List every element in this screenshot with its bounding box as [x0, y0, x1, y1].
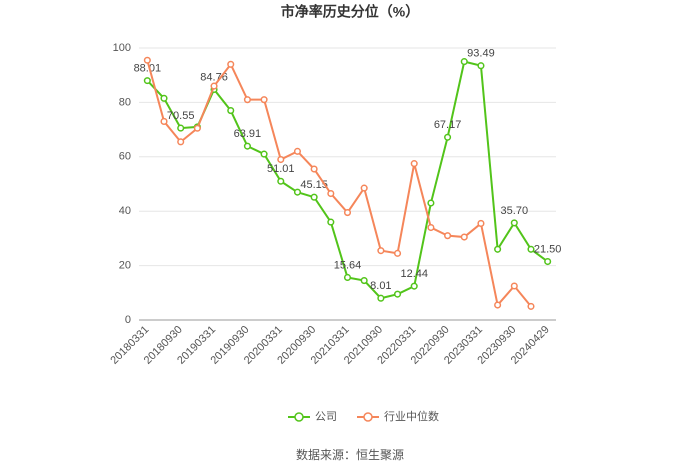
- data-label: 84.76: [200, 71, 228, 83]
- data-label: 12.44: [400, 268, 428, 280]
- data-label: 67.17: [434, 119, 462, 131]
- data-point: [360, 184, 368, 192]
- data-point: [444, 232, 452, 240]
- data-point: [360, 277, 368, 285]
- legend-marker: [294, 412, 304, 422]
- data-point: [544, 257, 552, 266]
- data-point: [427, 223, 435, 232]
- data-label: 51.01: [267, 163, 295, 175]
- data-point: [393, 249, 402, 257]
- data-point: [310, 165, 318, 173]
- data-point: [160, 117, 168, 125]
- data-point: [410, 160, 418, 168]
- data-point: [177, 124, 185, 132]
- data-point: [377, 247, 385, 255]
- data-label: 88.01: [134, 63, 162, 75]
- data-point: [277, 177, 285, 185]
- series-line: [146, 59, 532, 308]
- data-point: [343, 209, 352, 217]
- data-point: [177, 138, 185, 146]
- data-point: [260, 150, 268, 158]
- y-tick-label: 80: [119, 96, 131, 108]
- data-label: 8.01: [370, 280, 391, 292]
- y-tick-label: 60: [119, 151, 131, 163]
- data-point: [227, 60, 235, 68]
- legend-label: 行业中位数: [384, 409, 439, 423]
- data-point: [510, 282, 518, 290]
- data-point: [160, 94, 168, 102]
- data-point: [527, 302, 535, 310]
- data-point: [510, 219, 518, 227]
- data-point: [444, 133, 452, 141]
- data-point: [494, 301, 502, 309]
- data-point: [210, 82, 218, 90]
- source: 数据来源：恒生聚源: [296, 447, 404, 462]
- y-tick-label: 20: [119, 260, 131, 272]
- data-point: [243, 96, 251, 104]
- legend-label: 公司: [315, 411, 337, 423]
- data-label: 93.49: [467, 48, 495, 60]
- data-point: [494, 245, 502, 253]
- data-label: 15.64: [334, 259, 362, 271]
- data-point: [327, 218, 335, 226]
- data-label: 70.55: [167, 110, 195, 122]
- data-point: [193, 124, 201, 132]
- data-point: [277, 155, 285, 164]
- data-point: [460, 233, 468, 241]
- data-point: [310, 193, 318, 201]
- data-point: [477, 219, 485, 227]
- y-tick-label: 0: [125, 314, 131, 326]
- data-label: 45.15: [300, 179, 328, 191]
- data-label: 21.50: [534, 243, 562, 255]
- legend-marker: [363, 412, 373, 422]
- data-point: [393, 290, 402, 298]
- data-label: 35.70: [501, 205, 529, 217]
- data-point: [427, 199, 435, 207]
- data-point: [227, 107, 235, 115]
- data-point: [260, 96, 268, 104]
- data-point: [343, 273, 352, 282]
- data-point: [143, 77, 151, 85]
- data-label: 63.91: [234, 128, 262, 140]
- y-tick-label: 40: [119, 205, 131, 217]
- data-point: [143, 56, 151, 64]
- data-point: [410, 282, 418, 290]
- data-point: [477, 62, 485, 70]
- data-point: [377, 294, 385, 302]
- data-point: [460, 58, 468, 66]
- data-point: [293, 188, 302, 196]
- data-point: [293, 147, 302, 155]
- data-point: [327, 189, 335, 198]
- data-point: [243, 142, 251, 150]
- data-point: [527, 245, 535, 253]
- y-tick-label: 100: [113, 42, 131, 54]
- chart-title: 市净率历史分位（%）: [281, 4, 419, 20]
